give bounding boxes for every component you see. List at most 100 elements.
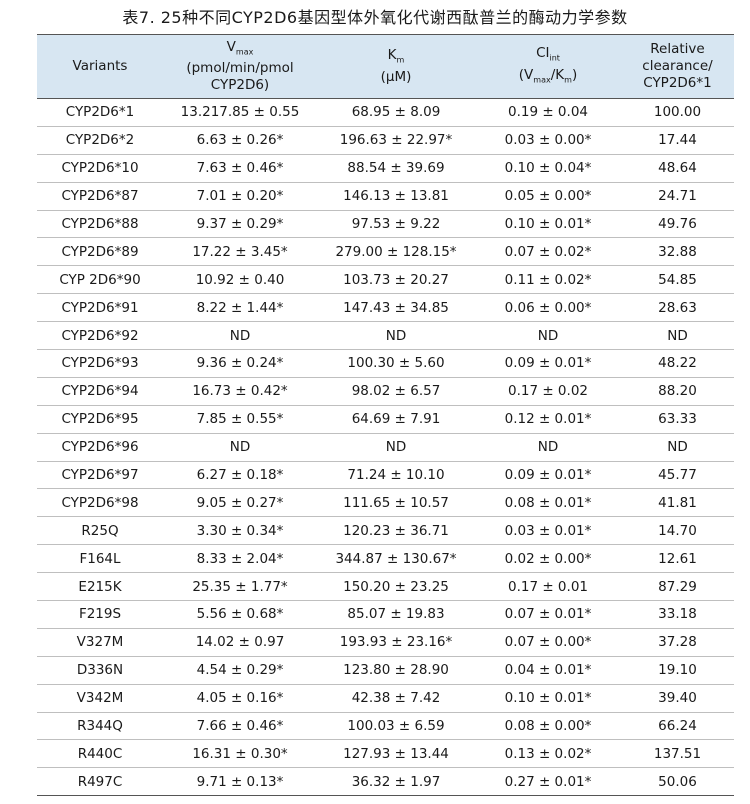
cell-vmax: ND bbox=[163, 433, 317, 462]
cell-km: 103.73 ± 20.27 bbox=[317, 265, 475, 295]
cell-relative-clearance: 19.10 bbox=[621, 656, 734, 685]
cell-variant: V342M bbox=[37, 684, 163, 713]
cell-variant: V327M bbox=[37, 628, 163, 657]
cell-km: 68.95 ± 8.09 bbox=[317, 98, 475, 127]
cell-vmax: 4.54 ± 0.29* bbox=[163, 656, 317, 685]
cell-relative-clearance: 49.76 bbox=[621, 210, 734, 239]
cell-vmax: 7.85 ± 0.55* bbox=[163, 405, 317, 434]
cell-variant: E215K bbox=[37, 572, 163, 602]
table-row: CYP2D6*89 17.22 ± 3.45* 279.00 ± 128.15* 0.… bbox=[37, 237, 734, 267]
cell-relative-clearance: 32.88 bbox=[621, 237, 734, 267]
cell-clint: 0.02 ± 0.00* bbox=[475, 544, 621, 574]
table-row: CYP2D6*94 16.73 ± 0.42* 98.02 ± 6.57 0.17 ±… bbox=[37, 377, 734, 406]
cell-relative-clearance: ND bbox=[621, 321, 734, 351]
cell-clint: 0.03 ± 0.01* bbox=[475, 516, 621, 546]
cell-vmax: 8.22 ± 1.44* bbox=[163, 293, 317, 323]
cell-variant: CYP2D6*89 bbox=[37, 237, 163, 267]
cell-variant: F164L bbox=[37, 544, 163, 574]
cell-km: 85.07 ± 19.83 bbox=[317, 600, 475, 629]
table-row: CYP2D6*1 13.217.85 ± 0.55 68.95 ± 8.09 0.19… bbox=[37, 98, 734, 127]
cell-km: 36.32 ± 1.97 bbox=[317, 767, 475, 797]
cell-vmax: 7.66 ± 0.46* bbox=[163, 712, 317, 741]
table-body: CYP2D6*1 13.217.85 ± 0.55 68.95 ± 8.09 0.19… bbox=[37, 98, 734, 797]
header-clint: CIint (Vmax/Km) bbox=[475, 34, 621, 99]
cell-clint: 0.17 ± 0.01 bbox=[475, 572, 621, 602]
cell-km: 123.80 ± 28.90 bbox=[317, 656, 475, 685]
table-row: R440C 16.31 ± 0.30* 127.93 ± 13.44 0.13 ± 0… bbox=[37, 739, 734, 769]
table-title: 表7. 25种不同CYP2D6基因型体外氧化代谢西酞普兰的酶动力学参数 bbox=[122, 8, 628, 27]
cell-clint: 0.06 ± 0.00* bbox=[475, 293, 621, 323]
cell-clint: 0.10 ± 0.04* bbox=[475, 154, 621, 183]
header-vmax: Vmax (pmol/min/pmol CYP2D6) bbox=[163, 34, 317, 99]
table-row: R25Q 3.30 ± 0.34* 120.23 ± 36.71 0.03 ± 0.0… bbox=[37, 516, 734, 546]
table-row: CYP2D6*98 9.05 ± 0.27* 111.65 ± 10.57 0.08 … bbox=[37, 488, 734, 518]
kinetics-table: Variants Vmax (pmol/min/pmol CYP2D6) Km … bbox=[37, 34, 734, 797]
table-row: CYP2D6*97 6.27 ± 0.18* 71.24 ± 10.10 0.09 ±… bbox=[37, 461, 734, 490]
cell-clint: 0.07 ± 0.00* bbox=[475, 628, 621, 657]
cell-clint: 0.13 ± 0.02* bbox=[475, 739, 621, 769]
cell-clint: 0.09 ± 0.01* bbox=[475, 349, 621, 378]
table-row: D336N 4.54 ± 0.29* 123.80 ± 28.90 0.04 ± 0.… bbox=[37, 656, 734, 685]
table-row: CYP2D6*91 8.22 ± 1.44* 147.43 ± 34.85 0.06 … bbox=[37, 293, 734, 323]
table-row: R497C 9.71 ± 0.13* 36.32 ± 1.97 0.27 ± 0.01… bbox=[37, 767, 734, 797]
cell-variant: CYP2D6*92 bbox=[37, 321, 163, 351]
cell-vmax: 8.33 ± 2.04* bbox=[163, 544, 317, 574]
cell-clint: 0.17 ± 0.02 bbox=[475, 377, 621, 406]
cell-variant: CYP2D6*95 bbox=[37, 405, 163, 434]
cell-variant: CYP2D6*96 bbox=[37, 433, 163, 462]
table-row: R344Q 7.66 ± 0.46* 100.03 ± 6.59 0.08 ± 0.0… bbox=[37, 712, 734, 741]
cell-variant: CYP2D6*91 bbox=[37, 293, 163, 323]
cell-variant: CYP2D6*10 bbox=[37, 154, 163, 183]
table-row: CYP2D6*2 6.63 ± 0.26* 196.63 ± 22.97* 0.03 … bbox=[37, 126, 734, 155]
table-row: F219S 5.56 ± 0.68* 85.07 ± 19.83 0.07 ± 0.0… bbox=[37, 600, 734, 629]
cell-vmax: ND bbox=[163, 321, 317, 351]
cell-km: 88.54 ± 39.69 bbox=[317, 154, 475, 183]
table-row: CYP2D6*88 9.37 ± 0.29* 97.53 ± 9.22 0.10 ± … bbox=[37, 210, 734, 239]
cell-variant: CYP2D6*93 bbox=[37, 349, 163, 378]
cell-km: 97.53 ± 9.22 bbox=[317, 210, 475, 239]
cell-clint: 0.12 ± 0.01* bbox=[475, 405, 621, 434]
cell-km: 98.02 ± 6.57 bbox=[317, 377, 475, 406]
cell-relative-clearance: 12.61 bbox=[621, 544, 734, 574]
cell-km: 147.43 ± 34.85 bbox=[317, 293, 475, 323]
cell-relative-clearance: 41.81 bbox=[621, 488, 734, 518]
cell-vmax: 13.217.85 ± 0.55 bbox=[163, 98, 317, 127]
cell-clint: 0.08 ± 0.00* bbox=[475, 712, 621, 741]
cell-km: 100.30 ± 5.60 bbox=[317, 349, 475, 378]
cell-km: 146.13 ± 13.81 bbox=[317, 182, 475, 211]
cell-km: 71.24 ± 10.10 bbox=[317, 461, 475, 490]
cell-variant: CYP2D6*87 bbox=[37, 182, 163, 211]
table-row: CYP2D6*93 9.36 ± 0.24* 100.30 ± 5.60 0.09 ±… bbox=[37, 349, 734, 378]
cell-relative-clearance: 28.63 bbox=[621, 293, 734, 323]
cell-vmax: 6.27 ± 0.18* bbox=[163, 461, 317, 490]
header-row: Variants Vmax (pmol/min/pmol CYP2D6) Km … bbox=[37, 34, 734, 99]
table-row: CYP 2D6*90 10.92 ± 0.40 103.73 ± 20.27 0.11… bbox=[37, 265, 734, 295]
table-header: Variants Vmax (pmol/min/pmol CYP2D6) Km … bbox=[37, 34, 734, 99]
cell-vmax: 3.30 ± 0.34* bbox=[163, 516, 317, 546]
cell-vmax: 16.73 ± 0.42* bbox=[163, 377, 317, 406]
cell-km: 100.03 ± 6.59 bbox=[317, 712, 475, 741]
cell-vmax: 9.05 ± 0.27* bbox=[163, 488, 317, 518]
table-row: E215K 25.35 ± 1.77* 150.20 ± 23.25 0.17 ± 0… bbox=[37, 572, 734, 602]
cell-vmax: 5.56 ± 0.68* bbox=[163, 600, 317, 629]
cell-variant: CYP 2D6*90 bbox=[37, 265, 163, 295]
cell-clint: 0.09 ± 0.01* bbox=[475, 461, 621, 490]
cell-clint: 0.10 ± 0.01* bbox=[475, 684, 621, 713]
cell-clint: 0.19 ± 0.04 bbox=[475, 98, 621, 127]
cell-relative-clearance: 63.33 bbox=[621, 405, 734, 434]
table-row: CYP2D6*92 ND ND ND ND bbox=[37, 321, 734, 351]
cell-km: 127.93 ± 13.44 bbox=[317, 739, 475, 769]
cell-vmax: 25.35 ± 1.77* bbox=[163, 572, 317, 602]
cell-km: 196.63 ± 22.97* bbox=[317, 126, 475, 155]
cell-km: 64.69 ± 7.91 bbox=[317, 405, 475, 434]
cell-relative-clearance: 137.51 bbox=[621, 739, 734, 769]
cell-km: 344.87 ± 130.67* bbox=[317, 544, 475, 574]
cell-relative-clearance: 24.71 bbox=[621, 182, 734, 211]
cell-variant: CYP2D6*98 bbox=[37, 488, 163, 518]
cell-vmax: 16.31 ± 0.30* bbox=[163, 739, 317, 769]
cell-vmax: 9.71 ± 0.13* bbox=[163, 767, 317, 797]
cell-variant: CYP2D6*88 bbox=[37, 210, 163, 239]
cell-km: ND bbox=[317, 321, 475, 351]
cell-relative-clearance: 39.40 bbox=[621, 684, 734, 713]
cell-vmax: 9.37 ± 0.29* bbox=[163, 210, 317, 239]
